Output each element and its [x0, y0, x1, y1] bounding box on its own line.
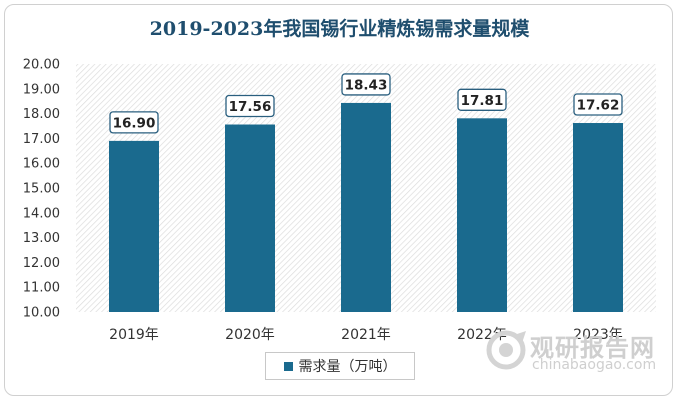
- bar: [573, 123, 623, 312]
- x-tick-label: 2020年: [225, 327, 275, 343]
- data-label-box: [573, 93, 623, 116]
- y-tick-label: 20.00: [23, 58, 60, 73]
- legend-swatch: [283, 361, 293, 371]
- y-tick-label: 13.00: [23, 231, 60, 246]
- y-tick-label: 15.00: [23, 182, 60, 197]
- data-label: 18.43: [345, 77, 388, 93]
- watermark-text-cn: 观研报告网: [530, 334, 655, 362]
- bar: [341, 102, 391, 312]
- data-label: 17.56: [229, 99, 272, 115]
- data-label-box: [341, 73, 391, 96]
- data-label-box: [457, 88, 507, 111]
- legend-label: 需求量（万吨）: [298, 359, 397, 375]
- bar: [109, 140, 159, 312]
- data-label: 16.90: [113, 115, 156, 131]
- x-tick-label: 2023年: [573, 327, 623, 343]
- bar: [225, 124, 275, 313]
- y-tick-label: 16.00: [23, 157, 60, 172]
- watermark: 观研报告网 chinabaogao.com: [484, 327, 674, 377]
- chart-legend: 需求量（万吨）: [265, 352, 415, 380]
- data-label-box: [225, 94, 275, 118]
- watermark-logo-icon: [486, 330, 526, 370]
- y-tick-label: 11.00: [23, 281, 60, 296]
- x-tick-label: 2019年: [109, 327, 159, 343]
- y-tick-label: 14.00: [23, 206, 60, 221]
- y-tick-label: 12.00: [23, 256, 60, 271]
- chart-title: 2019-2023年我国锡行业精炼锡需求量规模: [149, 18, 530, 40]
- data-label-box: [109, 111, 159, 134]
- data-label: 17.62: [577, 98, 620, 114]
- bar: [457, 118, 507, 312]
- watermark-text-en: chinabaogao.com: [532, 357, 657, 373]
- y-tick-label: 17.00: [23, 132, 60, 147]
- y-tick-label: 19.00: [23, 82, 60, 97]
- data-label: 17.81: [461, 93, 504, 109]
- y-tick-label: 18.00: [23, 107, 60, 122]
- y-tick-label: 10.00: [23, 306, 60, 321]
- x-tick-label: 2021年: [341, 327, 391, 343]
